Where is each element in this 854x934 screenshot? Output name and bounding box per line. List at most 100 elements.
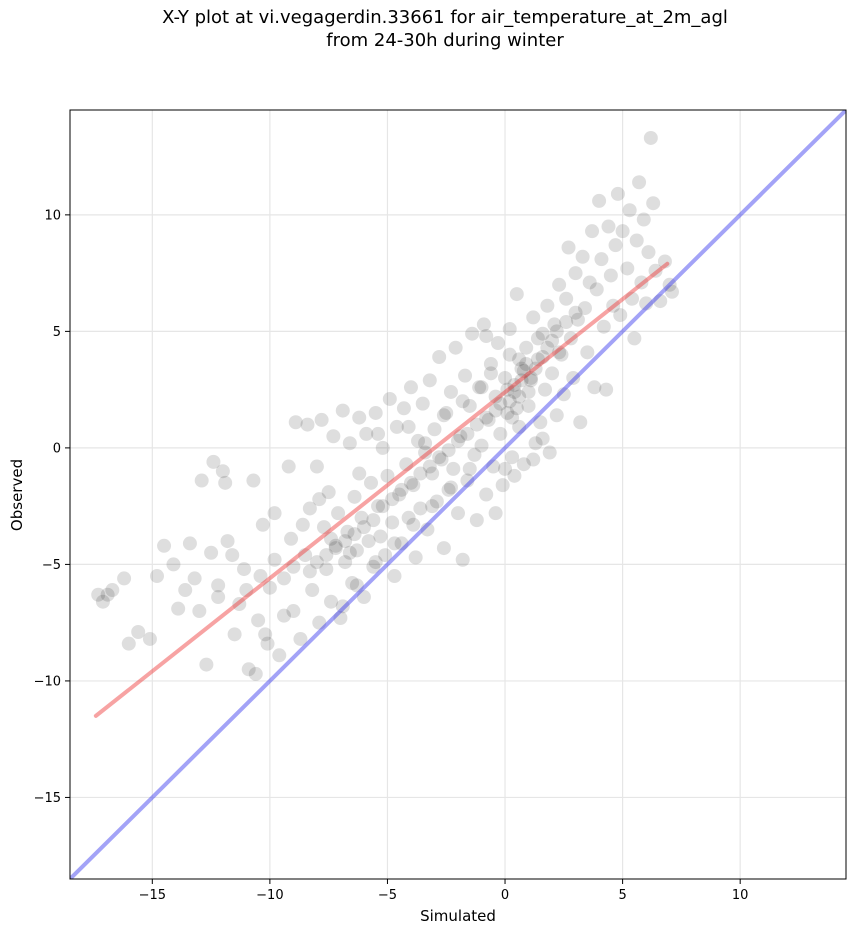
data-point [401, 510, 416, 525]
y-tick-label: −10 [34, 674, 61, 689]
data-point [105, 583, 120, 598]
data-point [413, 466, 428, 481]
x-tick-label: −10 [256, 888, 283, 903]
data-point [378, 548, 393, 563]
data-point [182, 536, 197, 551]
data-point [622, 203, 637, 218]
data-point [613, 308, 628, 323]
data-point [451, 506, 465, 521]
data-point [328, 538, 343, 553]
data-point [519, 357, 534, 372]
data-point [411, 433, 426, 448]
data-point [371, 426, 386, 441]
data-point [335, 403, 350, 418]
data-point [509, 287, 524, 302]
data-point [507, 384, 522, 399]
data-point [441, 482, 456, 497]
data-point [483, 366, 498, 381]
data-point [131, 624, 146, 639]
data-point [458, 368, 473, 383]
data-point [540, 340, 555, 355]
data-point [481, 412, 496, 427]
data-point [206, 454, 221, 469]
data-point [636, 212, 651, 227]
data-point [319, 548, 334, 563]
data-point [615, 224, 630, 239]
data-point [425, 499, 440, 514]
data-point [232, 597, 247, 612]
data-point [570, 312, 585, 327]
data-point [601, 219, 616, 234]
data-point [608, 238, 623, 253]
data-point [312, 615, 327, 630]
data-point [521, 384, 536, 399]
data-point [382, 391, 397, 406]
data-point [300, 417, 315, 432]
data-point [577, 301, 592, 316]
data-point [488, 403, 503, 418]
data-point [535, 326, 550, 341]
data-point [488, 506, 503, 521]
data-point [319, 562, 334, 577]
data-point [436, 541, 451, 556]
data-point [559, 291, 574, 306]
data-point [91, 587, 106, 602]
data-point [415, 396, 430, 411]
data-point [521, 398, 536, 413]
data-point [502, 347, 517, 362]
data-point [451, 433, 465, 448]
data-point [460, 473, 475, 488]
data-point [490, 336, 505, 351]
data-point [465, 326, 480, 341]
data-point [563, 331, 578, 346]
data-point [528, 436, 543, 451]
chart-title-block: X-Y plot at vi.vegagerdin.33661 for air_… [0, 6, 854, 52]
data-point [545, 333, 560, 348]
y-tick-label: −15 [34, 791, 61, 806]
data-point [171, 601, 186, 616]
data-point [610, 186, 625, 201]
data-point [552, 345, 567, 360]
data-point [585, 224, 600, 239]
data-point [479, 329, 494, 344]
data-point [267, 552, 282, 567]
data-point [486, 459, 501, 474]
data-point [632, 175, 647, 190]
data-point [422, 459, 437, 474]
data-point [413, 501, 428, 516]
chart-title: X-Y plot at vi.vegagerdin.33661 for air_… [162, 7, 728, 28]
data-point [418, 436, 433, 451]
data-point [427, 422, 442, 437]
data-point [535, 350, 550, 365]
data-point [526, 452, 541, 467]
data-point [387, 536, 402, 551]
y-axis-label: Observed [8, 459, 26, 531]
data-point [559, 315, 574, 330]
data-point [509, 401, 524, 416]
data-point [436, 408, 451, 423]
grid-lines [70, 110, 846, 879]
x-axis-label: Simulated [420, 907, 496, 925]
data-point [286, 604, 301, 619]
data-point [260, 636, 275, 651]
x-axis-ticks: −15 −10 −5 0 5 10 [139, 879, 748, 903]
data-point [549, 324, 564, 339]
data-point [192, 604, 207, 619]
data-point [443, 480, 458, 495]
data-point [399, 457, 414, 472]
data-point [298, 548, 313, 563]
data-point [255, 517, 270, 532]
data-point [552, 277, 567, 292]
data-point [530, 352, 545, 367]
data-point [540, 298, 555, 313]
data-point [528, 361, 543, 376]
data-point [469, 513, 484, 528]
data-point [345, 576, 360, 591]
data-point [166, 557, 181, 572]
data-point [606, 298, 621, 313]
data-point [620, 261, 635, 276]
data-point [258, 627, 273, 642]
y-tick-label: −5 [42, 558, 61, 573]
data-point [368, 555, 383, 570]
data-point [625, 291, 640, 306]
